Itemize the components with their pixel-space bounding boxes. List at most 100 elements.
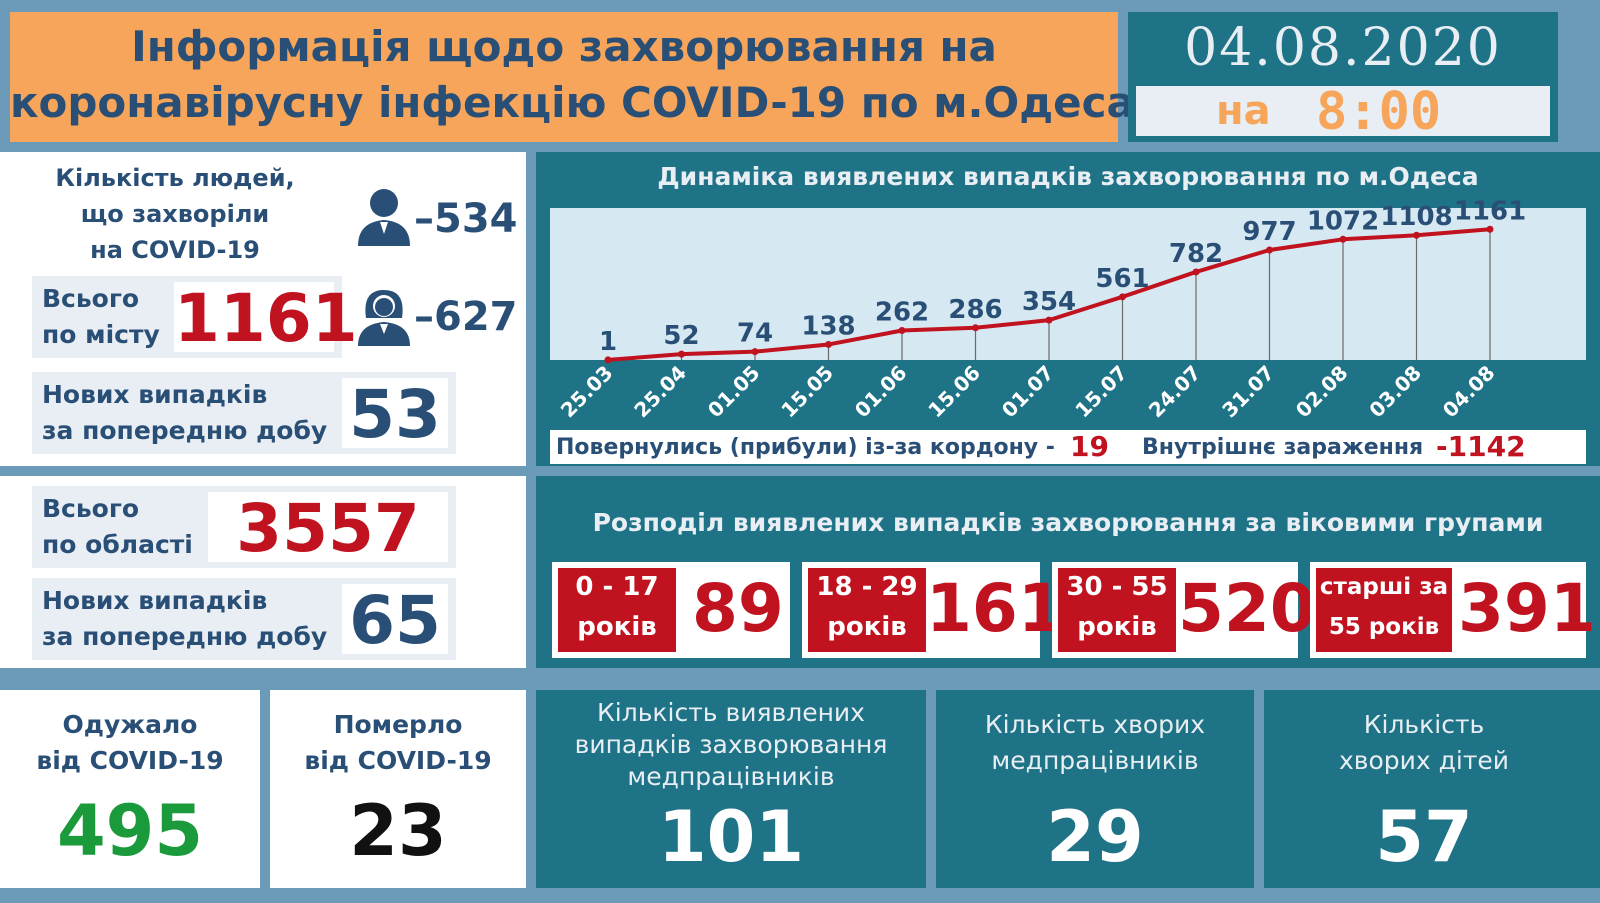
city-new-label-line2: за попередню добу <box>42 416 328 445</box>
header-time: 8:00 <box>1316 82 1442 142</box>
people-label-line1: Кількість людей, <box>55 164 295 192</box>
age-group-label-line1: 30 - 55 <box>1066 572 1168 602</box>
region-new-label-line2: за попередню добу <box>42 622 328 651</box>
x-tick-label: 15.05 <box>776 361 838 423</box>
data-label: 977 <box>1242 217 1296 247</box>
data-label: 262 <box>875 298 929 328</box>
age-group-label-line2: років <box>577 612 657 642</box>
age-group-label-line2: років <box>827 612 907 642</box>
data-label: 74 <box>737 319 773 349</box>
age-group-label-line1: старші за <box>1319 574 1449 600</box>
city-new-value: 53 <box>349 376 441 453</box>
city-total-label-line2: по місту <box>42 320 160 349</box>
city-total-label-line1: Всього <box>42 284 140 313</box>
region-new-value: 65 <box>349 582 441 659</box>
x-tick-label: 15.07 <box>1070 361 1132 423</box>
age-group-value: 89 <box>692 570 784 647</box>
data-point <box>1045 316 1053 324</box>
x-tick-label: 01.07 <box>997 361 1059 423</box>
age-group-label-line1: 18 - 29 <box>816 572 918 602</box>
header-title-line2: коронавірусну інфекцію COVID-19 по м.Оде… <box>10 78 1135 127</box>
sources-bar: Повернулись (прибули) із-за кордону - 19… <box>550 430 1586 464</box>
recovered-value: 495 <box>56 790 204 872</box>
age-group-label-line2: 55 років <box>1328 614 1440 640</box>
recovered-label-line2: від COVID-19 <box>36 746 224 775</box>
female-count: –627 <box>414 294 518 340</box>
returned-label: Повернулись (прибули) із-за кордону - <box>556 435 1055 460</box>
city-panel: Кількість людей, що захворіли на COVID-1… <box>0 152 526 466</box>
age-group-label: 0 - 17 років <box>558 568 676 652</box>
data-label: 354 <box>1022 287 1076 317</box>
x-tick-label: 02.08 <box>1291 361 1353 423</box>
age-group-label: 18 - 29 років <box>808 568 926 652</box>
died-panel: Померло від COVID-19 23 <box>270 690 526 888</box>
data-point <box>1192 268 1200 276</box>
data-label: 1108 <box>1380 202 1452 232</box>
recovered-label-line1: Одужало <box>62 710 198 739</box>
x-tick-label: 24.07 <box>1144 361 1206 423</box>
data-point <box>1413 231 1420 239</box>
chart-panel: Динаміка виявлених випадків захворювання… <box>536 152 1600 466</box>
age-group-18-29: 18 - 29 років 161 <box>802 562 1064 658</box>
city-new-label-line1: Нових випадків <box>42 380 268 409</box>
data-point <box>604 356 612 364</box>
region-panel: Всього по області 3557 Нових випадків за… <box>0 476 526 668</box>
x-tick-label: 31.07 <box>1217 361 1279 423</box>
x-tick-label: 25.03 <box>556 361 618 423</box>
x-tick-label: 03.08 <box>1364 361 1426 423</box>
header-time-box: на 8:00 <box>1136 82 1550 142</box>
city-new-value-box: 53 <box>342 376 448 453</box>
medical-cases-panel: Кількість виявлених випадків захворюванн… <box>536 690 926 888</box>
data-point <box>1486 225 1494 233</box>
data-label: 286 <box>948 295 1002 325</box>
data-label: 561 <box>1095 264 1149 294</box>
region-total-label-line2: по області <box>42 530 193 559</box>
died-label-line2: від COVID-19 <box>304 746 492 775</box>
internal-value: -1142 <box>1436 430 1526 463</box>
medical-cases-label-line2: випадків захворювання <box>574 730 888 759</box>
age-group-over-55: старші за 55 років 391 <box>1310 562 1596 658</box>
age-group-label: 30 - 55 років <box>1058 568 1176 652</box>
returned-value: 19 <box>1070 430 1109 463</box>
age-group-0-17: 0 - 17 років 89 <box>552 562 790 658</box>
medical-sick-panel: Кількість хворих медпрацівників 29 <box>936 690 1254 888</box>
male-user-icon <box>358 189 410 246</box>
data-label: 1161 <box>1454 196 1526 226</box>
x-tick-label: 15.06 <box>923 361 985 423</box>
age-group-value: 520 <box>1178 570 1316 647</box>
data-point <box>1339 235 1347 243</box>
data-point <box>1119 293 1126 301</box>
header-title-panel: Інформація щодо захворювання на коронаві… <box>10 12 1135 142</box>
chart-plot-area <box>550 208 1586 360</box>
age-group-label: старші за 55 років <box>1316 568 1452 652</box>
medical-sick-label-line1: Кількість хворих <box>984 710 1206 739</box>
region-total-value: 3557 <box>236 490 420 567</box>
female-user-icon <box>358 290 410 346</box>
region-new-box: Нових випадків за попередню добу 65 <box>32 578 456 660</box>
chart-title: Динаміка виявлених випадків захворювання… <box>657 162 1479 191</box>
city-total-box: Всього по місту 1161 <box>32 276 358 358</box>
people-label-line3: на COVID-19 <box>90 236 260 264</box>
region-total-value-box: 3557 <box>208 490 448 567</box>
line-chart: 1 52 74 138 262 286 354 561 782 977 1072 1108 1161 25… <box>556 196 1526 423</box>
internal-label: Внутрішнє зараження <box>1142 435 1424 460</box>
children-sick-label-line2: хворих дітей <box>1338 746 1510 775</box>
city-new-box: Нових випадків за попередню добу 53 <box>32 372 456 454</box>
header-time-prefix: на <box>1216 88 1271 134</box>
region-total-label-line1: Всього <box>42 494 140 523</box>
medical-sick-label-line2: медпрацівників <box>991 746 1199 775</box>
city-total-value-box: 1161 <box>174 280 358 357</box>
age-group-value: 391 <box>1458 570 1596 647</box>
data-point <box>678 350 685 358</box>
recovered-panel: Одужало від COVID-19 495 <box>0 690 260 888</box>
header-date: 04.08.2020 <box>1184 18 1502 78</box>
header-title-line1: Інформація щодо захворювання на <box>131 22 997 71</box>
medical-cases-label-line1: Кількість виявлених <box>597 698 865 727</box>
region-new-value-box: 65 <box>342 582 448 659</box>
children-sick-label-line1: Кількість <box>1363 710 1485 739</box>
region-total-box: Всього по області 3557 <box>32 486 456 568</box>
data-point <box>898 327 906 335</box>
medical-sick-value: 29 <box>1046 796 1144 878</box>
died-value: 23 <box>349 790 447 872</box>
children-sick-value: 57 <box>1375 796 1473 878</box>
